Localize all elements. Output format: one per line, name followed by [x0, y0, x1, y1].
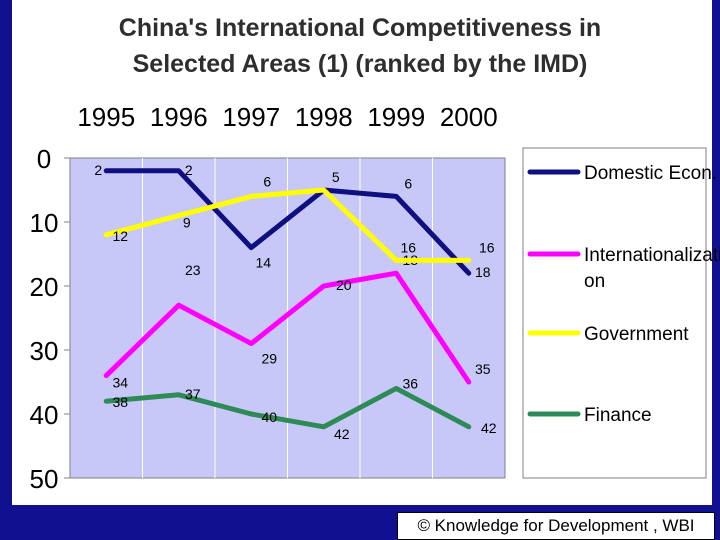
y-tick-label: 0 — [37, 144, 51, 174]
data-label: 2 — [94, 162, 102, 178]
x-tick-label: 1999 — [367, 102, 425, 132]
data-label: 5 — [332, 169, 340, 185]
data-label: 42 — [481, 420, 497, 436]
legend-label: Internationalizati on — [584, 245, 720, 292]
series-line — [103, 168, 472, 276]
data-label: 2 — [185, 162, 193, 178]
y-tick-label: 40 — [30, 400, 59, 430]
data-label: 34 — [112, 375, 128, 391]
y-tick-label: 20 — [30, 272, 59, 302]
data-label: 16 — [400, 239, 416, 255]
legend-label: Government — [584, 324, 689, 345]
data-label: 42 — [334, 426, 350, 442]
data-label: 6 — [404, 175, 412, 191]
copyright-credit: © Knowledge for Development , WBI — [397, 512, 715, 540]
left-frame-bar — [0, 0, 12, 540]
y-tick-label: 50 — [30, 464, 59, 494]
data-label: 16 — [479, 239, 495, 255]
right-frame-bar — [712, 0, 720, 540]
legend-label: Domestic Econ. — [584, 163, 717, 184]
data-label: 12 — [112, 228, 128, 244]
series-line — [103, 385, 472, 430]
data-label: 20 — [336, 277, 352, 293]
x-tick-label: 1997 — [222, 102, 280, 132]
data-label: 23 — [185, 262, 201, 278]
data-label: 18 — [475, 264, 491, 280]
series-line — [103, 270, 472, 385]
series-line — [103, 187, 472, 263]
y-tick-label: 10 — [30, 208, 59, 238]
data-label: 29 — [261, 351, 277, 367]
data-label: 40 — [261, 409, 277, 425]
data-label: 35 — [475, 361, 491, 377]
y-tick-label: 30 — [30, 336, 59, 366]
x-tick-label: 1995 — [77, 102, 135, 132]
data-label: 14 — [255, 255, 271, 271]
data-label: 6 — [263, 173, 271, 189]
data-label: 36 — [402, 375, 418, 391]
x-tick-label: 1998 — [295, 102, 353, 132]
x-tick-label: 1996 — [150, 102, 208, 132]
data-label: 9 — [183, 215, 191, 231]
data-label: 37 — [185, 386, 201, 402]
data-label: 38 — [112, 394, 128, 410]
x-tick-label: 2000 — [440, 102, 498, 132]
legend-box — [522, 147, 707, 479]
legend-label: Finance — [584, 405, 652, 426]
chart-title: China's International Competitiveness in… — [118, 14, 602, 78]
